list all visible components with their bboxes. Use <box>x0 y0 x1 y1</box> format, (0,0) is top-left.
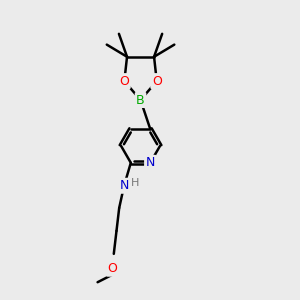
Text: O: O <box>119 75 129 88</box>
Text: B: B <box>136 94 145 106</box>
Text: O: O <box>107 262 117 275</box>
Text: O: O <box>152 75 162 88</box>
Text: N: N <box>146 156 155 169</box>
Text: H: H <box>131 178 140 188</box>
Text: N: N <box>119 179 129 192</box>
